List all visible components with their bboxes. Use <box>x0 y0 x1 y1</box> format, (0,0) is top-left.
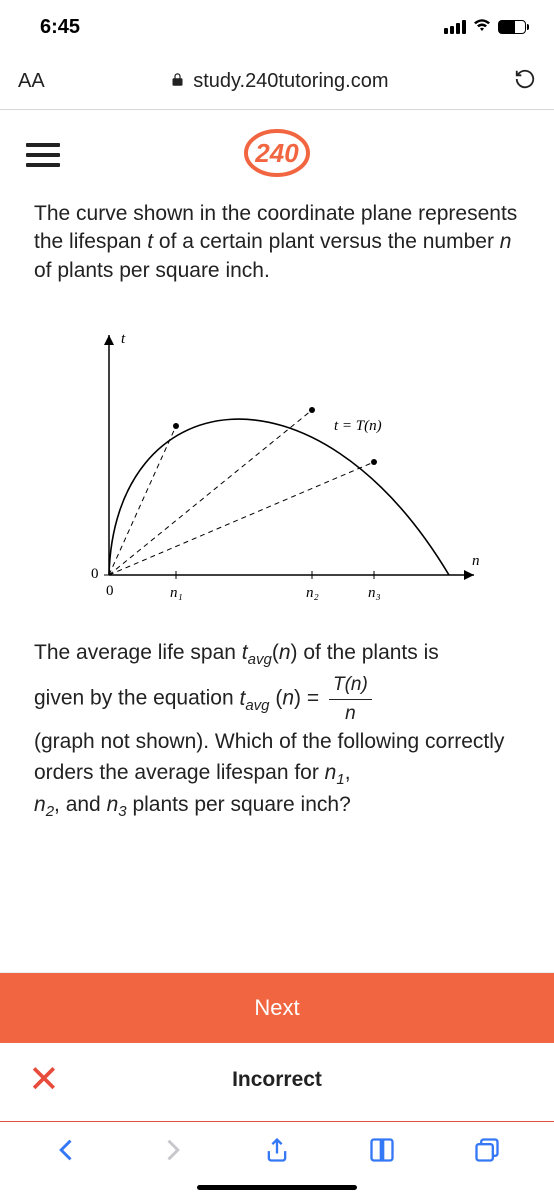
safari-address-bar: AA study.240tutoring.com <box>0 54 554 110</box>
status-indicators <box>444 17 526 38</box>
svg-text:240: 240 <box>254 138 299 168</box>
status-time: 6:45 <box>40 16 80 39</box>
share-button[interactable] <box>263 1136 291 1169</box>
menu-button[interactable] <box>26 143 60 167</box>
url-display[interactable]: study.240tutoring.com <box>170 70 388 93</box>
app-header: 240 <box>0 110 554 200</box>
logo-240[interactable]: 240 <box>237 126 317 185</box>
nav-back-button[interactable] <box>53 1136 81 1169</box>
text-size-button[interactable]: AA <box>18 70 45 93</box>
svg-text:0: 0 <box>91 566 99 582</box>
svg-text:n₂: n₂ <box>306 585 319 601</box>
svg-text:n₃: n₃ <box>368 585 381 601</box>
graph-svg: t n 00 t = T(n) n₁ n₂ n₃ <box>54 315 484 605</box>
svg-text:t = T(n): t = T(n) <box>334 418 382 434</box>
ios-status-bar: 6:45 <box>0 0 554 54</box>
lock-icon <box>170 70 185 93</box>
question-equation: The average life span tavg(n) of the pla… <box>34 638 520 823</box>
svg-text:n₁: n₁ <box>170 585 183 601</box>
bottom-controls: Next ✕ Incorrect <box>0 972 554 1200</box>
reload-button[interactable] <box>514 68 536 95</box>
next-button[interactable]: Next <box>0 972 554 1043</box>
signal-icon <box>444 20 466 34</box>
question-content: The curve shown in the coordinate plane … <box>0 200 554 823</box>
question-intro: The curve shown in the coordinate plane … <box>34 200 520 285</box>
svg-text:t: t <box>121 331 126 347</box>
nav-forward-button[interactable] <box>158 1136 186 1169</box>
close-icon[interactable]: ✕ <box>28 1061 60 1099</box>
svg-text:0: 0 <box>106 583 114 599</box>
url-text: study.240tutoring.com <box>193 70 388 93</box>
result-row: ✕ Incorrect <box>0 1043 554 1121</box>
safari-bottom-nav <box>0 1122 554 1177</box>
bookmarks-button[interactable] <box>368 1136 396 1169</box>
tabs-button[interactable] <box>473 1136 501 1169</box>
wifi-icon <box>472 17 492 38</box>
graph-figure: t n 00 t = T(n) n₁ n₂ n₃ <box>54 315 520 610</box>
svg-text:n: n <box>472 553 480 569</box>
home-indicator <box>197 1185 357 1190</box>
battery-icon <box>498 20 526 34</box>
result-label: Incorrect <box>232 1068 322 1092</box>
